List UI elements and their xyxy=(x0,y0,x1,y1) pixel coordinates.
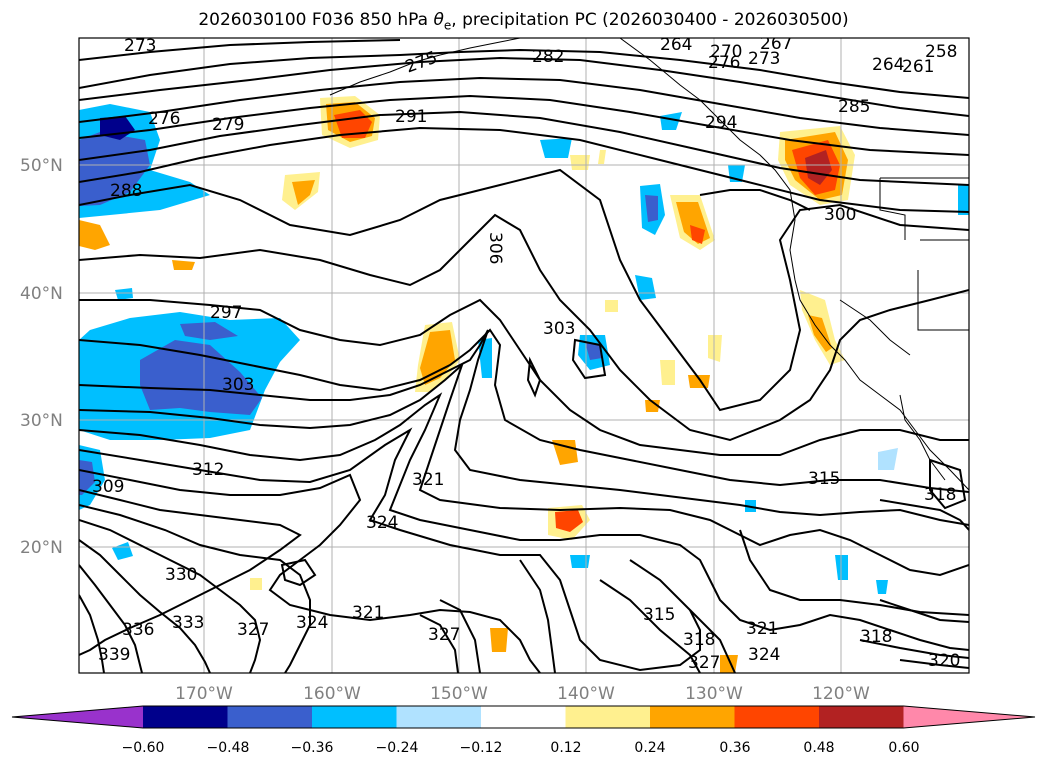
lat-label: 30°N xyxy=(20,411,63,431)
contour-label: 309 xyxy=(92,477,124,497)
latitude-labels: 50°N 40°N 30°N 20°N xyxy=(20,156,63,558)
colorbar xyxy=(11,705,1036,729)
contour-label: 261 xyxy=(902,57,934,77)
colorbar-tick-label: −0.24 xyxy=(376,740,419,756)
contour-label: 315 xyxy=(643,605,675,625)
contour-label: 315 xyxy=(808,469,840,489)
colorbar-tick-label: 0.12 xyxy=(550,740,581,756)
contour-label: 276 xyxy=(708,53,740,73)
colorbar-segment xyxy=(312,706,397,728)
contour-label: 312 xyxy=(192,460,224,480)
colorbar-tick-label: −0.12 xyxy=(460,740,503,756)
map-title: 2026030100 F036 850 hPa θe, precipitatio… xyxy=(198,10,849,33)
coastlines xyxy=(329,38,969,491)
lat-label: 50°N xyxy=(20,156,63,176)
contour-label: 321 xyxy=(352,603,384,623)
contour-label: 303 xyxy=(222,375,254,395)
colorbar-tick-label: −0.36 xyxy=(291,740,334,756)
contour-label: 339 xyxy=(98,645,130,665)
contour-label: 279 xyxy=(212,115,244,135)
colorbar-tick-label: 0.36 xyxy=(719,740,750,756)
contour-label: 306 xyxy=(485,232,505,264)
colorbar-segment xyxy=(481,706,566,728)
lon-label: 140°W xyxy=(557,684,615,704)
contour-label: 333 xyxy=(172,613,204,633)
lon-label: 120°W xyxy=(812,684,870,704)
contour-label: 282 xyxy=(532,47,564,67)
contour-label: 297 xyxy=(210,303,242,323)
contour-labels: 273 275 282 264 270 267 258 276 273 261 … xyxy=(92,34,960,673)
contour-label: 318 xyxy=(860,627,892,647)
colorbar-segment xyxy=(396,706,482,728)
lat-label: 20°N xyxy=(20,538,63,558)
colorbar-outline xyxy=(11,705,1036,729)
colorbar-tick-label: −0.60 xyxy=(122,740,165,756)
contour-label: 264 xyxy=(660,35,692,55)
contour-label: 318 xyxy=(924,485,956,505)
colorbar-segment xyxy=(903,706,1035,728)
lon-label: 130°W xyxy=(685,684,743,704)
contour-label: 270 xyxy=(710,42,742,62)
contour-label: 273 xyxy=(124,36,156,56)
colorbar-segment xyxy=(12,706,143,728)
colorbar-ticks: −0.60 −0.48 −0.36 −0.24 −0.12 0.12 0.24 … xyxy=(122,740,920,756)
contour-label: 324 xyxy=(296,613,328,633)
contour-label: 327 xyxy=(428,625,460,645)
contour-label: 321 xyxy=(746,619,778,639)
lat-label: 40°N xyxy=(20,284,63,304)
lon-label: 150°W xyxy=(430,684,488,704)
map-frame xyxy=(78,37,970,674)
contour-label: 318 xyxy=(683,630,715,650)
contour-label: 276 xyxy=(148,109,180,129)
lon-label: 170°W xyxy=(175,684,233,704)
contour-label: 320 xyxy=(928,651,960,671)
contour-label: 324 xyxy=(366,513,398,533)
colorbar-segment xyxy=(565,706,651,728)
contour-label: 303 xyxy=(543,319,575,339)
contour-label: 300 xyxy=(824,205,856,225)
colorbar-segment xyxy=(227,706,313,728)
contour-label: 285 xyxy=(838,97,870,117)
contour-label: 264 xyxy=(872,55,904,75)
theta-e-contours xyxy=(79,39,969,673)
colorbar-tick-label: −0.48 xyxy=(207,740,250,756)
contour-label: 294 xyxy=(705,113,737,133)
colorbar-segment xyxy=(819,706,904,728)
colorbar-tick-label: 0.60 xyxy=(888,740,919,756)
contour-label: 258 xyxy=(925,42,957,62)
contour-label: 336 xyxy=(122,620,154,640)
colorbar-segment xyxy=(650,706,735,728)
colorbar-segment xyxy=(143,706,228,728)
contour-label: 291 xyxy=(395,107,427,127)
contour-label: 324 xyxy=(748,645,780,665)
colorbar-segment xyxy=(734,706,820,728)
map-area: 273 275 282 264 270 267 258 276 273 261 … xyxy=(79,34,969,673)
contour-label: 288 xyxy=(110,181,142,201)
contour-label: 330 xyxy=(165,565,197,585)
lon-label: 160°W xyxy=(303,684,361,704)
contour-label: 321 xyxy=(412,470,444,490)
colorbar-tick-label: 0.24 xyxy=(634,740,665,756)
colorbar-tick-label: 0.48 xyxy=(803,740,834,756)
contour-label: 327 xyxy=(237,620,269,640)
contour-label: 273 xyxy=(748,49,780,69)
contour-label: 267 xyxy=(760,34,792,54)
longitude-labels: 170°W 160°W 150°W 140°W 130°W 120°W xyxy=(175,684,870,704)
contour-label: 327 xyxy=(688,653,720,673)
